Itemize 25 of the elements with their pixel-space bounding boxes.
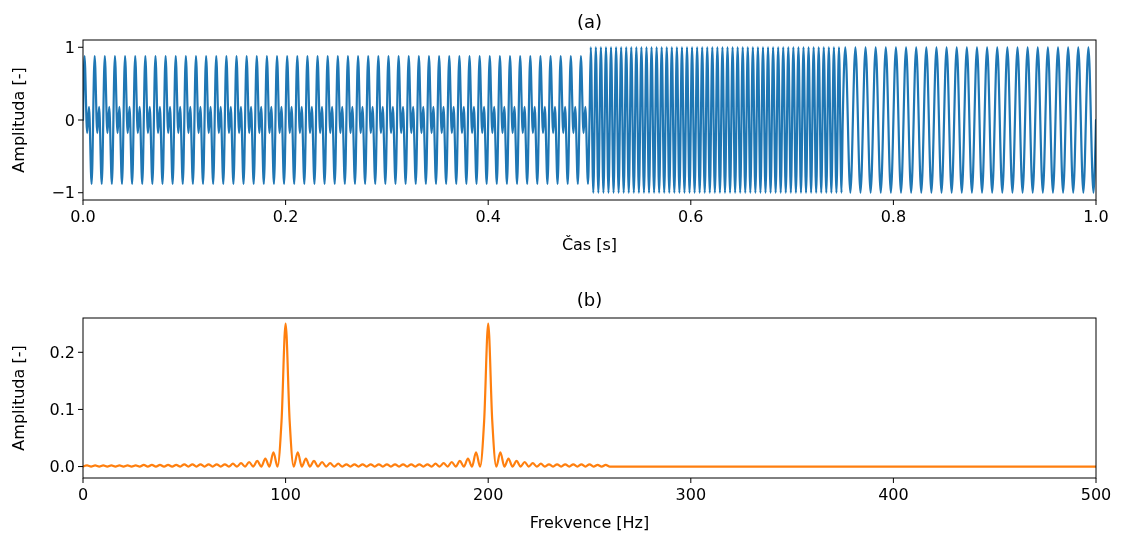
x-tick-label: 0.4 [475, 207, 501, 226]
y-tick-label: 0.0 [49, 457, 75, 477]
x-tick-label: 0 [77, 485, 89, 504]
x-axis-title: Frekvence [Hz] [529, 513, 650, 532]
x-tick-label: 0.2 [272, 207, 299, 226]
x-tick-label: 500 [1080, 485, 1112, 504]
x-tick-label: 0.8 [880, 207, 907, 226]
y-axis-title: Amplituda [-] [9, 67, 28, 173]
line-series [83, 46, 1096, 194]
y-tick-label: 0.2 [49, 342, 75, 362]
x-tick-label: 400 [878, 485, 909, 504]
y-tick-label: 1 [64, 37, 75, 57]
chart-title: (b) [576, 289, 603, 310]
x-tick-label: 200 [472, 485, 504, 504]
y-tick-label: 0 [64, 110, 75, 130]
x-tick-label: 300 [675, 485, 707, 504]
y-tick-label: −1 [51, 183, 75, 203]
x-axis-title: Čas [s] [561, 235, 618, 254]
x-tick-label: 100 [270, 485, 301, 504]
x-tick-label: 1.0 [1083, 207, 1109, 226]
line-series [83, 322, 1096, 468]
y-axis-title: Amplituda [-] [9, 345, 28, 451]
y-tick-label: 0.1 [49, 400, 75, 420]
x-tick-label: 0.6 [678, 207, 704, 226]
chart-title: (a) [576, 11, 603, 32]
